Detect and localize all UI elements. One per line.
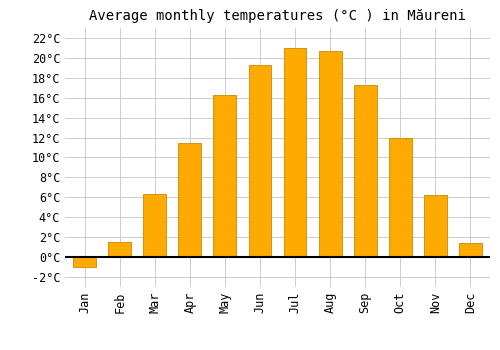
Bar <box>389 138 411 257</box>
Bar <box>108 242 131 257</box>
Bar <box>248 65 272 257</box>
Bar <box>178 142 201 257</box>
Bar <box>144 194 166 257</box>
Bar <box>459 243 482 257</box>
Bar <box>73 257 96 267</box>
Bar <box>424 195 446 257</box>
Bar <box>318 51 342 257</box>
Title: Average monthly temperatures (°C ) in Măureni: Average monthly temperatures (°C ) in Mă… <box>89 9 466 23</box>
Bar <box>284 48 306 257</box>
Bar <box>214 95 236 257</box>
Bar <box>354 85 376 257</box>
